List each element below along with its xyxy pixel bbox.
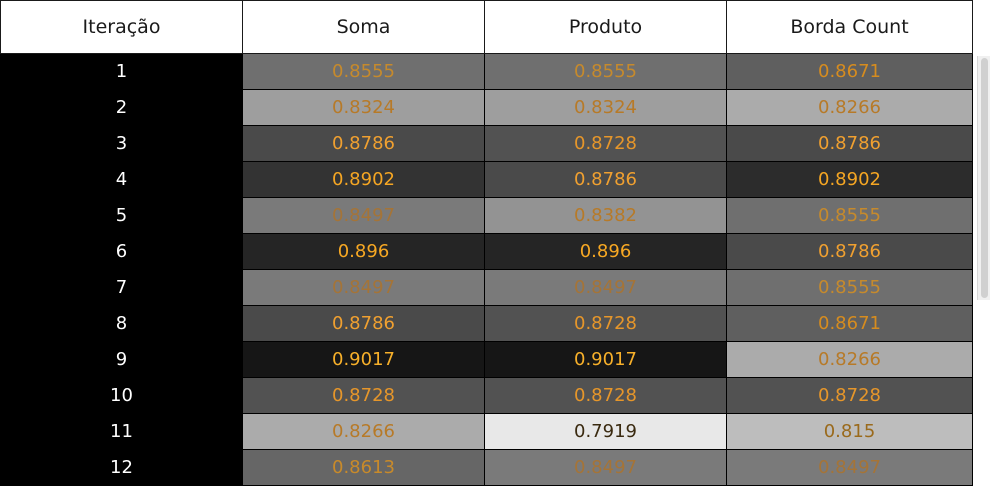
produto-cell: 0.9017 bbox=[484, 341, 727, 378]
iteration-cell: 6 bbox=[0, 233, 243, 270]
iteration-cell: 9 bbox=[0, 341, 243, 378]
table-row: 7 0.8497 0.8497 0.8555 bbox=[0, 269, 973, 306]
soma-cell: 0.8497 bbox=[242, 269, 485, 306]
table-row: 1 0.8555 0.8555 0.8671 bbox=[0, 53, 973, 90]
soma-cell: 0.8555 bbox=[242, 53, 485, 90]
produto-cell: 0.8497 bbox=[484, 449, 727, 486]
borda-count-cell: 0.8728 bbox=[726, 377, 973, 414]
soma-cell: 0.8902 bbox=[242, 161, 485, 198]
borda-count-cell: 0.8497 bbox=[726, 449, 973, 486]
table-row: 9 0.9017 0.9017 0.8266 bbox=[0, 341, 973, 378]
soma-cell: 0.8324 bbox=[242, 89, 485, 126]
table-row: 11 0.8266 0.7919 0.815 bbox=[0, 413, 973, 450]
borda-count-cell: 0.8555 bbox=[726, 197, 973, 234]
soma-cell: 0.8266 bbox=[242, 413, 485, 450]
header-produto: Produto bbox=[484, 0, 727, 54]
soma-cell: 0.8497 bbox=[242, 197, 485, 234]
borda-count-cell: 0.8266 bbox=[726, 341, 973, 378]
table-row: 4 0.8902 0.8786 0.8902 bbox=[0, 161, 973, 198]
table-body: 1 0.8555 0.8555 0.8671 2 0.8324 0.8324 0.8266 3 0… bbox=[0, 53, 973, 486]
produto-cell: 0.8497 bbox=[484, 269, 727, 306]
borda-count-cell: 0.8266 bbox=[726, 89, 973, 126]
header-soma: Soma bbox=[242, 0, 485, 54]
header-iteracao: Iteração bbox=[0, 0, 243, 54]
soma-cell: 0.8613 bbox=[242, 449, 485, 486]
produto-cell: 0.7919 bbox=[484, 413, 727, 450]
iteration-cell: 8 bbox=[0, 305, 243, 342]
table-row: 8 0.8786 0.8728 0.8671 bbox=[0, 305, 973, 342]
borda-count-cell: 0.815 bbox=[726, 413, 973, 450]
iteration-cell: 7 bbox=[0, 269, 243, 306]
produto-cell: 0.8555 bbox=[484, 53, 727, 90]
iteration-cell: 5 bbox=[0, 197, 243, 234]
table-row: 6 0.896 0.896 0.8786 bbox=[0, 233, 973, 270]
borda-count-cell: 0.8671 bbox=[726, 305, 973, 342]
borda-count-cell: 0.8671 bbox=[726, 53, 973, 90]
soma-cell: 0.9017 bbox=[242, 341, 485, 378]
iteration-cell: 3 bbox=[0, 125, 243, 162]
soma-cell: 0.8786 bbox=[242, 125, 485, 162]
produto-cell: 0.8382 bbox=[484, 197, 727, 234]
soma-cell: 0.896 bbox=[242, 233, 485, 270]
soma-cell: 0.8786 bbox=[242, 305, 485, 342]
scrollbar-thumb[interactable] bbox=[981, 58, 988, 298]
table-row: 10 0.8728 0.8728 0.8728 bbox=[0, 377, 973, 414]
produto-cell: 0.8728 bbox=[484, 125, 727, 162]
borda-count-cell: 0.8786 bbox=[726, 233, 973, 270]
iteration-cell: 4 bbox=[0, 161, 243, 198]
table-row: 2 0.8324 0.8324 0.8266 bbox=[0, 89, 973, 126]
produto-cell: 0.8728 bbox=[484, 305, 727, 342]
borda-count-cell: 0.8555 bbox=[726, 269, 973, 306]
borda-count-cell: 0.8902 bbox=[726, 161, 973, 198]
produto-cell: 0.896 bbox=[484, 233, 727, 270]
produto-cell: 0.8786 bbox=[484, 161, 727, 198]
iteration-cell: 2 bbox=[0, 89, 243, 126]
table-row: 5 0.8497 0.8382 0.8555 bbox=[0, 197, 973, 234]
soma-cell: 0.8728 bbox=[242, 377, 485, 414]
produto-cell: 0.8728 bbox=[484, 377, 727, 414]
header-borda-count: Borda Count bbox=[726, 0, 973, 54]
produto-cell: 0.8324 bbox=[484, 89, 727, 126]
iteration-cell: 12 bbox=[0, 449, 243, 486]
table-row: 3 0.8786 0.8728 0.8786 bbox=[0, 125, 973, 162]
borda-count-cell: 0.8786 bbox=[726, 125, 973, 162]
vertical-scrollbar[interactable] bbox=[977, 56, 990, 300]
iteration-cell: 11 bbox=[0, 413, 243, 450]
iteration-cell: 1 bbox=[0, 53, 243, 90]
table-row: 12 0.8613 0.8497 0.8497 bbox=[0, 449, 973, 486]
table-header-row: Iteração Soma Produto Borda Count bbox=[0, 0, 973, 54]
iteration-cell: 10 bbox=[0, 377, 243, 414]
